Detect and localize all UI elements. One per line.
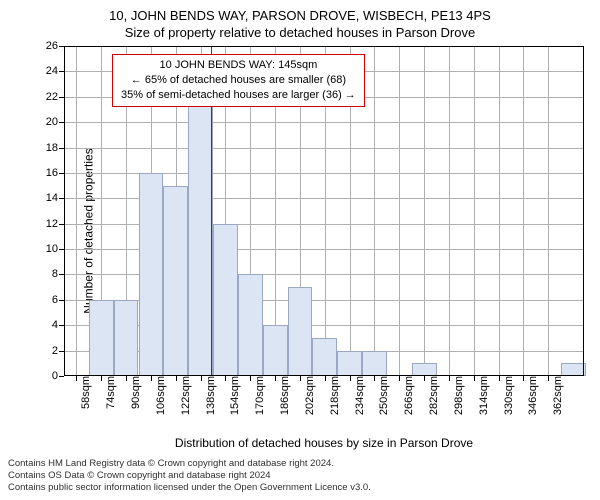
x-axis-label: Distribution of detached houses by size …: [64, 436, 584, 450]
histogram-bar: [163, 186, 188, 376]
histogram-bar: [89, 300, 114, 376]
x-tick-mark: [250, 376, 251, 381]
x-tick-mark: [325, 376, 326, 381]
x-tick-label: 106sqm: [149, 376, 167, 415]
x-tick-label: 330sqm: [497, 376, 515, 415]
grid-line-v: [374, 46, 375, 376]
histogram-bar: [288, 287, 313, 376]
x-tick-label: 218sqm: [323, 376, 341, 415]
y-tick-mark: [59, 249, 64, 250]
x-tick-label: 154sqm: [223, 376, 241, 415]
x-tick-mark: [374, 376, 375, 381]
x-tick-label: 234sqm: [348, 376, 366, 415]
x-tick-mark: [474, 376, 475, 381]
main-title: Size of property relative to detached ho…: [0, 23, 600, 40]
x-tick-mark: [176, 376, 177, 381]
y-tick-mark: [59, 224, 64, 225]
histogram-bar: [337, 351, 362, 376]
grid-line-v: [548, 46, 549, 376]
x-tick-label: 298sqm: [447, 376, 465, 415]
grid-line-v: [399, 46, 400, 376]
x-tick-label: 170sqm: [248, 376, 266, 415]
x-tick-label: 186sqm: [273, 376, 291, 415]
histogram-bar: [213, 224, 238, 376]
annotation-line-3: 35% of semi-detached houses are larger (…: [121, 88, 356, 103]
y-tick-mark: [59, 173, 64, 174]
x-tick-label: 202sqm: [298, 376, 316, 415]
x-tick-label: 362sqm: [546, 376, 564, 415]
x-tick-mark: [449, 376, 450, 381]
footnote-line-1: Contains HM Land Registry data © Crown c…: [8, 458, 371, 470]
footnote-line-2: Contains OS Data © Crown copyright and d…: [8, 470, 371, 482]
x-tick-mark: [499, 376, 500, 381]
y-tick-mark: [59, 97, 64, 98]
histogram-bar: [312, 338, 337, 376]
histogram-bar: [412, 363, 437, 376]
grid-line-v: [449, 46, 450, 376]
plot-area: 0246810121416182022242658sqm74sqm90sqm10…: [64, 46, 584, 376]
y-tick-mark: [59, 198, 64, 199]
y-tick-mark: [59, 71, 64, 72]
footnote-line-3: Contains public sector information licen…: [8, 482, 371, 494]
x-tick-label: 266sqm: [397, 376, 415, 415]
histogram-chart: Number of detached properties 0246810121…: [40, 46, 584, 416]
grid-line-v: [76, 46, 77, 376]
histogram-bar: [263, 325, 288, 376]
super-title: 10, JOHN BENDS WAY, PARSON DROVE, WISBEC…: [0, 0, 600, 23]
x-tick-mark: [300, 376, 301, 381]
annotation-line-1: 10 JOHN BENDS WAY: 145sqm: [121, 58, 356, 73]
x-tick-mark: [548, 376, 549, 381]
x-tick-mark: [76, 376, 77, 381]
y-tick-mark: [59, 148, 64, 149]
x-tick-mark: [101, 376, 102, 381]
x-tick-mark: [151, 376, 152, 381]
annotation-line-2: ← 65% of detached houses are smaller (68…: [121, 73, 356, 88]
x-tick-label: 314sqm: [472, 376, 490, 415]
x-tick-mark: [523, 376, 524, 381]
histogram-bar: [139, 173, 164, 376]
grid-line-v: [474, 46, 475, 376]
y-tick-mark: [59, 122, 64, 123]
histogram-bar: [561, 363, 586, 376]
x-tick-mark: [399, 376, 400, 381]
x-tick-label: 250sqm: [372, 376, 390, 415]
x-tick-mark: [225, 376, 226, 381]
x-tick-mark: [126, 376, 127, 381]
y-tick-mark: [59, 376, 64, 377]
y-tick-mark: [59, 46, 64, 47]
grid-line-v: [523, 46, 524, 376]
x-tick-mark: [275, 376, 276, 381]
y-tick-mark: [59, 300, 64, 301]
x-tick-label: 122sqm: [174, 376, 192, 415]
y-tick-mark: [59, 351, 64, 352]
x-tick-mark: [424, 376, 425, 381]
x-tick-mark: [201, 376, 202, 381]
histogram-bar: [362, 351, 387, 376]
annotation-box: 10 JOHN BENDS WAY: 145sqm ← 65% of detac…: [112, 54, 365, 107]
histogram-bar: [238, 274, 263, 376]
y-tick-mark: [59, 274, 64, 275]
grid-line-v: [424, 46, 425, 376]
x-tick-mark: [350, 376, 351, 381]
histogram-bar: [114, 300, 139, 376]
x-tick-label: 282sqm: [422, 376, 440, 415]
histogram-bar: [188, 97, 213, 376]
x-tick-label: 346sqm: [521, 376, 539, 415]
grid-line-v: [499, 46, 500, 376]
y-tick-mark: [59, 325, 64, 326]
footnote: Contains HM Land Registry data © Crown c…: [8, 458, 371, 494]
x-tick-label: 138sqm: [199, 376, 217, 415]
